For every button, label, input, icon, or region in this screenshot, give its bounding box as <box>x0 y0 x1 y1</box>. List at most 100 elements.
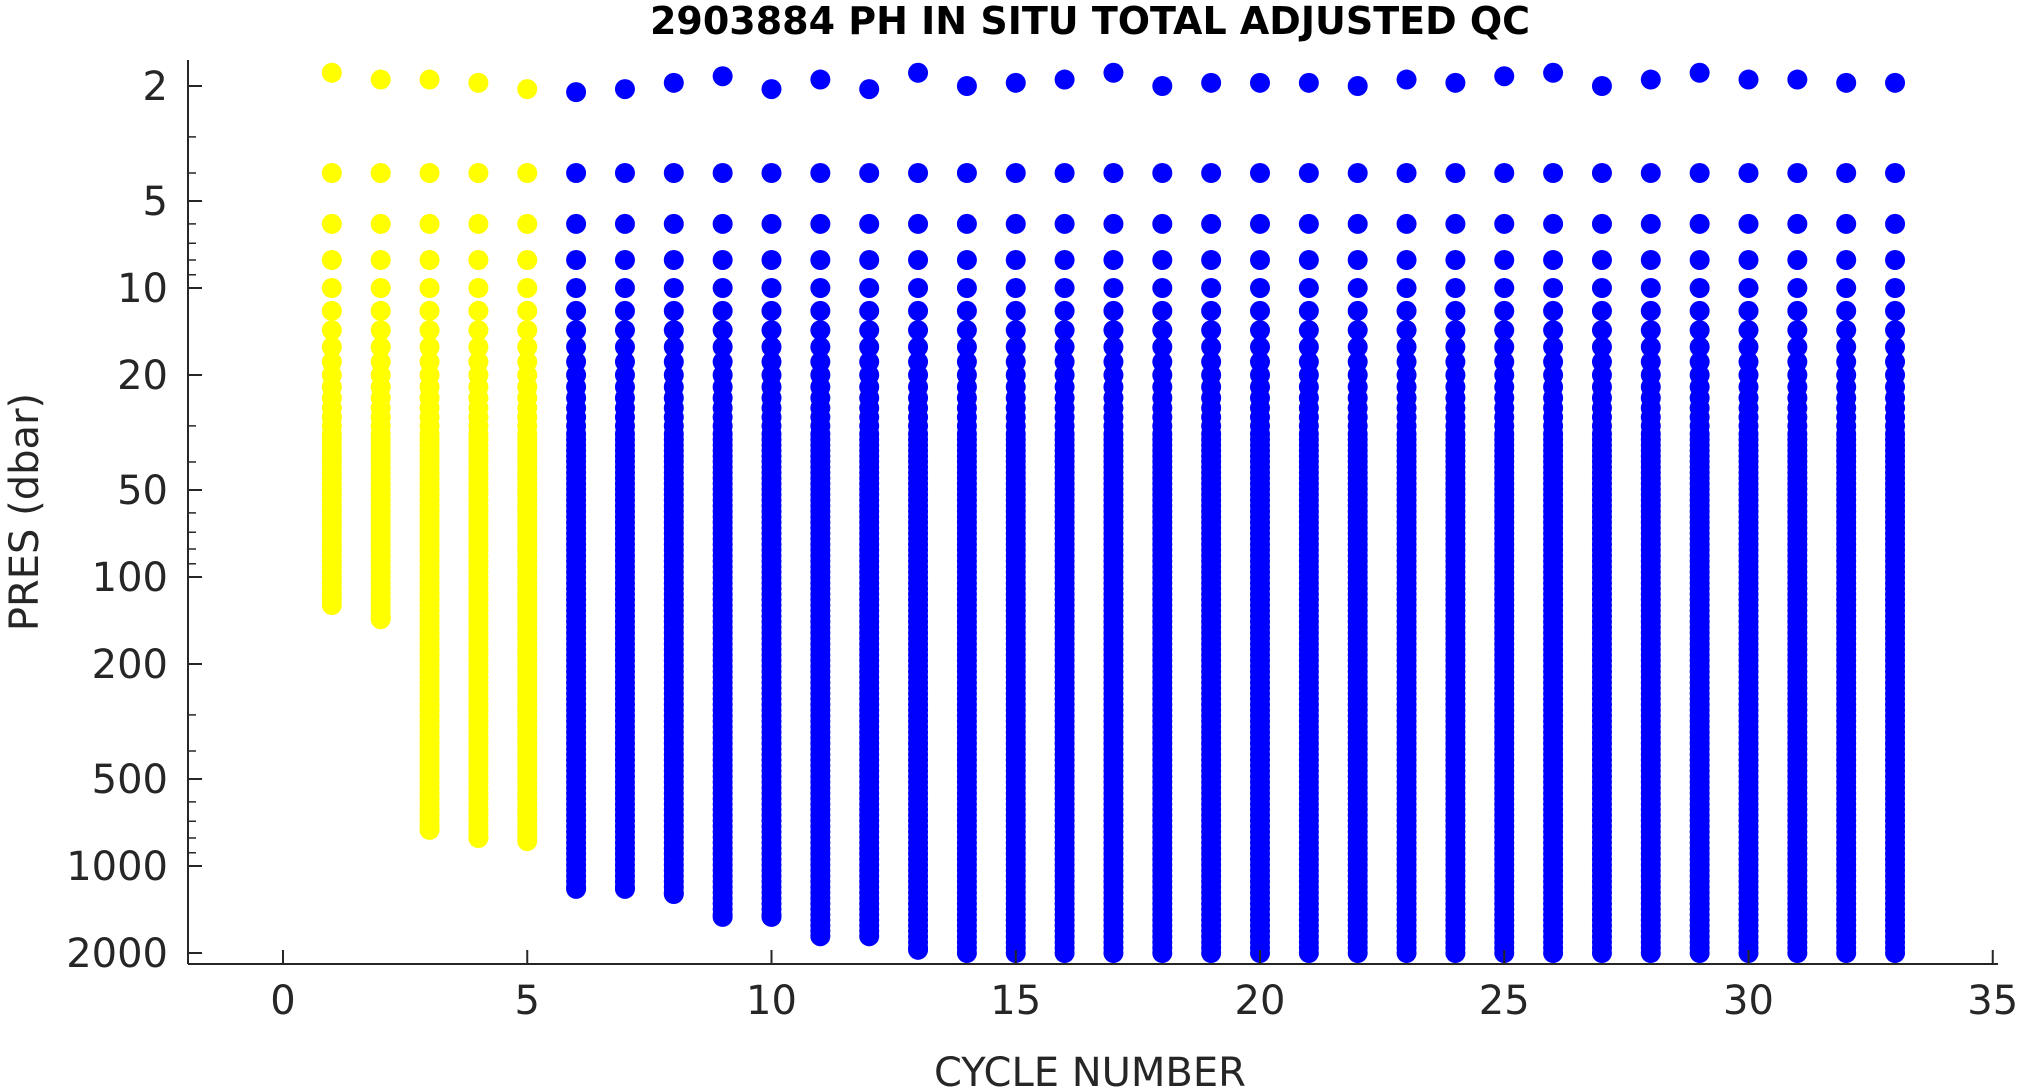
data-point <box>810 249 831 270</box>
data-point <box>663 213 684 234</box>
data-point <box>517 162 538 183</box>
data-point <box>1347 162 1368 183</box>
data-point <box>1640 213 1661 234</box>
data-point <box>517 336 538 357</box>
data-point <box>370 213 391 234</box>
data-point <box>712 320 733 341</box>
data-point <box>1005 249 1026 270</box>
y-tick-label: 50 <box>117 468 168 514</box>
data-point <box>1201 943 1222 963</box>
data-point <box>1005 336 1026 357</box>
data-point <box>663 72 684 93</box>
data-point <box>321 320 342 341</box>
data-point <box>1152 249 1173 270</box>
data-point <box>1298 278 1319 299</box>
data-point <box>810 69 831 90</box>
data-point <box>1640 320 1661 341</box>
data-point <box>1787 69 1808 90</box>
data-point <box>1494 249 1515 270</box>
data-point <box>859 300 880 321</box>
data-point <box>956 278 977 299</box>
data-point <box>1250 213 1270 234</box>
data-point <box>1201 300 1222 321</box>
data-point <box>1738 336 1759 357</box>
data-point <box>517 79 538 100</box>
data-point <box>1347 249 1368 270</box>
data-point <box>1738 162 1759 183</box>
y-tick-label: 500 <box>92 757 168 803</box>
data-point <box>1250 72 1270 93</box>
data-point <box>1201 213 1222 234</box>
data-point <box>1591 278 1612 299</box>
data-point <box>1640 249 1661 270</box>
data-point <box>761 336 782 357</box>
data-point <box>419 278 440 299</box>
data-point <box>614 249 635 270</box>
data-point <box>614 320 635 341</box>
data-point <box>1543 249 1564 270</box>
data-point <box>517 320 538 341</box>
data-point <box>1689 278 1710 299</box>
data-point <box>1298 72 1319 93</box>
data-point <box>1103 213 1124 234</box>
data-point <box>1201 72 1222 93</box>
data-point <box>1836 943 1857 963</box>
data-point <box>566 249 587 270</box>
data-point <box>1054 249 1075 270</box>
data-point <box>1494 66 1515 87</box>
data-point <box>419 69 440 90</box>
data-point <box>1396 320 1417 341</box>
data-point <box>1298 213 1319 234</box>
data-point <box>614 278 635 299</box>
data-point <box>566 320 587 341</box>
data-point <box>1152 943 1173 963</box>
data-point <box>468 249 489 270</box>
data-point <box>859 79 880 100</box>
data-point <box>321 595 342 616</box>
data-point <box>370 162 391 183</box>
data-point <box>1494 278 1515 299</box>
data-point <box>1689 62 1710 83</box>
data-point <box>1005 162 1026 183</box>
x-axis-ticks: 0 5 10 15 20 25 30 35 <box>270 950 2018 1024</box>
data-point <box>614 878 635 899</box>
data-point <box>468 300 489 321</box>
data-point <box>419 819 440 840</box>
data-point <box>956 162 977 183</box>
chart-title: 2903884 PH IN SITU TOTAL ADJUSTED QC <box>650 0 1530 43</box>
data-point <box>1103 62 1124 83</box>
x-tick-label: 25 <box>1479 978 1530 1024</box>
data-point <box>1201 249 1222 270</box>
data-point <box>1885 336 1906 357</box>
data-point <box>908 300 929 321</box>
data-point <box>517 249 538 270</box>
data-point <box>1689 320 1710 341</box>
data-point <box>566 278 587 299</box>
data-point <box>859 278 880 299</box>
data-point <box>1591 76 1612 96</box>
data-point <box>517 213 538 234</box>
data-point <box>1591 162 1612 183</box>
data-point <box>810 320 831 341</box>
data-point <box>1738 213 1759 234</box>
data-point <box>1445 943 1466 963</box>
data-point <box>1396 278 1417 299</box>
data-point <box>761 906 782 927</box>
data-point <box>1445 213 1466 234</box>
x-tick-label: 35 <box>1967 978 2018 1024</box>
data-point <box>1836 162 1857 183</box>
data-point <box>1054 943 1075 963</box>
data-point <box>1787 213 1808 234</box>
data-point <box>1543 943 1564 963</box>
data-point <box>566 878 587 899</box>
data-point <box>956 300 977 321</box>
data-point <box>1885 300 1906 321</box>
data-point <box>1836 336 1857 357</box>
data-point <box>956 76 977 96</box>
data-point <box>419 336 440 357</box>
data-point <box>1787 320 1808 341</box>
data-point <box>1250 320 1270 341</box>
data-point <box>1152 76 1173 96</box>
data-point <box>1445 336 1466 357</box>
data-point <box>566 162 587 183</box>
